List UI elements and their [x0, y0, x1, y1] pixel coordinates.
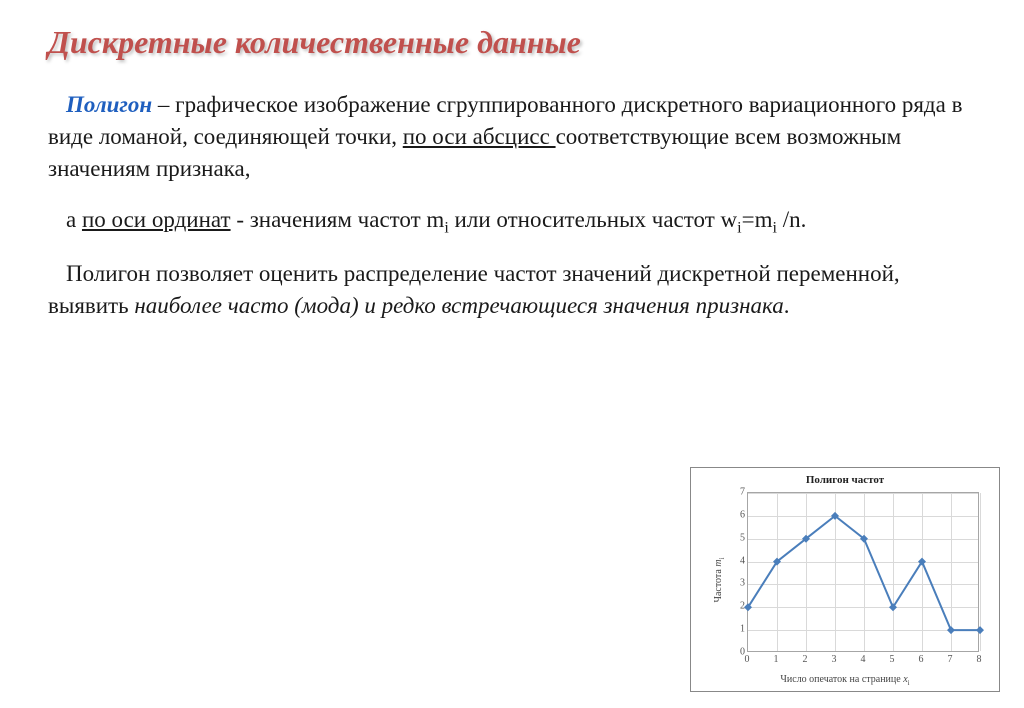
chart-x-label: Число опечаток на странице xi — [691, 674, 999, 687]
x-tick-label: 0 — [741, 654, 753, 665]
x-tick-label: 3 — [828, 654, 840, 665]
y-tick-label: 5 — [731, 532, 745, 543]
y-tick-label: 6 — [731, 509, 745, 520]
chart-y-label: Частота mi — [713, 557, 726, 602]
paragraph-2: а по оси ординат - значениям частот mi и… — [48, 204, 976, 240]
x-tick-label: 8 — [973, 654, 985, 665]
x-tick-label: 7 — [944, 654, 956, 665]
y-tick-label: 3 — [731, 578, 745, 589]
paragraph-1: Полигон – графическое изображение сгрупп… — [48, 89, 976, 186]
x-tick-label: 2 — [799, 654, 811, 665]
plot-area — [747, 492, 979, 652]
x-tick-label: 1 — [770, 654, 782, 665]
x-tick-label: 5 — [886, 654, 898, 665]
chart-title: Полигон частот — [691, 468, 999, 486]
term-polygon: Полигон — [66, 92, 152, 117]
frequency-polygon-chart: Полигон частот Частота mi Число опечаток… — [690, 467, 1000, 692]
paragraph-3: Полигон позволяет оценить распределение … — [48, 258, 976, 322]
y-tick-label: 7 — [731, 487, 745, 498]
x-tick-label: 4 — [857, 654, 869, 665]
x-tick-label: 6 — [915, 654, 927, 665]
slide-title: Дискретные количественные данные — [48, 24, 976, 61]
y-tick-label: 4 — [731, 555, 745, 566]
y-tick-label: 1 — [731, 624, 745, 635]
y-tick-label: 2 — [731, 601, 745, 612]
chart-series — [748, 493, 980, 653]
